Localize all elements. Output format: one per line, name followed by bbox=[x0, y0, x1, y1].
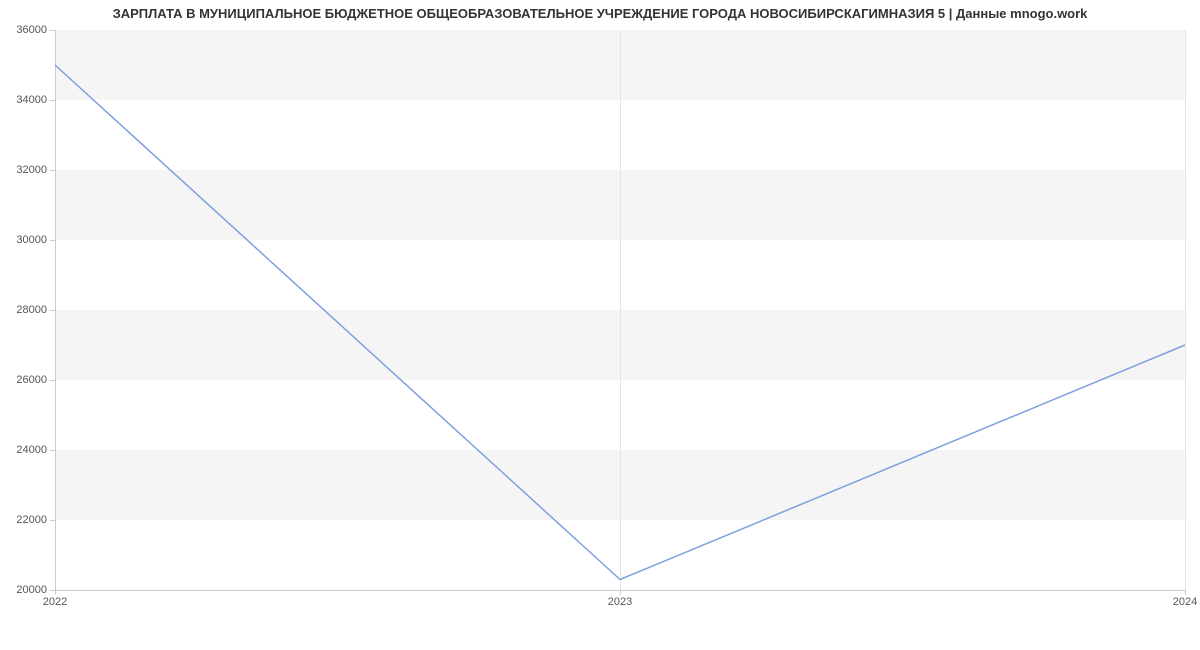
y-tick-label: 30000 bbox=[16, 234, 55, 246]
x-tick-label: 2023 bbox=[608, 590, 632, 608]
plot-area: 2000022000240002600028000300003200034000… bbox=[55, 30, 1185, 590]
y-tick-label: 26000 bbox=[16, 374, 55, 386]
vertical-gridline bbox=[1185, 30, 1186, 590]
x-tick-label: 2024 bbox=[1173, 590, 1197, 608]
y-tick-label: 24000 bbox=[16, 444, 55, 456]
y-tick-label: 34000 bbox=[16, 94, 55, 106]
line-layer bbox=[55, 30, 1185, 590]
x-tick-label: 2022 bbox=[43, 590, 67, 608]
y-tick-label: 36000 bbox=[16, 24, 55, 36]
y-tick-label: 32000 bbox=[16, 164, 55, 176]
chart-title: ЗАРПЛАТА В МУНИЦИПАЛЬНОЕ БЮДЖЕТНОЕ ОБЩЕО… bbox=[0, 6, 1200, 21]
series-line-salary bbox=[55, 65, 1185, 580]
y-tick-label: 28000 bbox=[16, 304, 55, 316]
y-tick-label: 22000 bbox=[16, 514, 55, 526]
salary-line-chart: ЗАРПЛАТА В МУНИЦИПАЛЬНОЕ БЮДЖЕТНОЕ ОБЩЕО… bbox=[0, 0, 1200, 650]
